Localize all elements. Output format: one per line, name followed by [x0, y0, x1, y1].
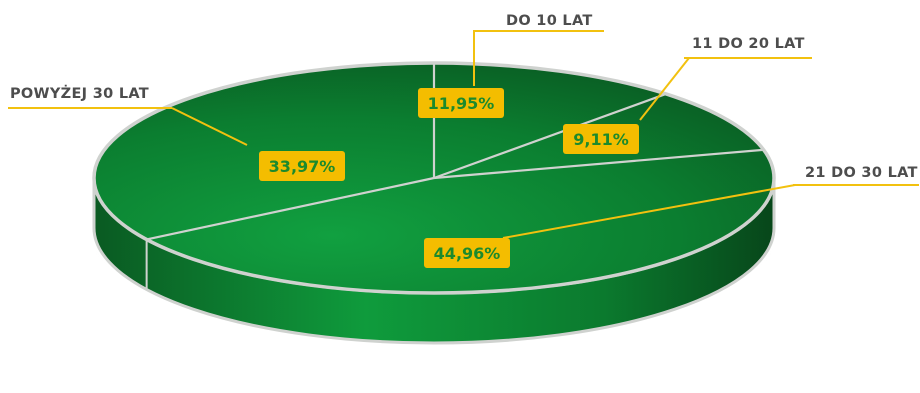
leader-line-powyzej-30-lat	[171, 107, 248, 146]
slice-separator	[433, 92, 667, 180]
category-label-powyzej-30-lat: POWYŻEJ 30 LAT	[10, 85, 149, 102]
category-label-11-do-20-lat: 11 DO 20 LAT	[692, 36, 805, 52]
leader-line-21-do-30-lat	[502, 184, 796, 239]
value-label-do-10-lat: 11,95%	[428, 94, 495, 113]
value-box-powyzej-30-lat	[259, 151, 345, 181]
pie-rim	[92, 61, 776, 295]
value-box-21-do-30-lat	[424, 238, 510, 268]
value-box-11-do-20-lat	[563, 124, 639, 154]
slice-separator	[433, 148, 764, 180]
leader-line-11-do-20-lat	[639, 57, 690, 121]
value-box-do-10-lat	[418, 88, 504, 118]
slice-separator	[146, 176, 435, 241]
leader-line-do-10-lat	[473, 30, 484, 86]
value-label-powyzej-30-lat: 33,97%	[269, 157, 336, 176]
value-label-21-do-30-lat: 44,96%	[434, 244, 501, 263]
category-label-do-10-lat: DO 10 LAT	[506, 13, 593, 29]
category-label-21-do-30-lat: 21 DO 30 LAT	[805, 165, 918, 181]
value-label-11-do-20-lat: 9,11%	[573, 130, 629, 149]
